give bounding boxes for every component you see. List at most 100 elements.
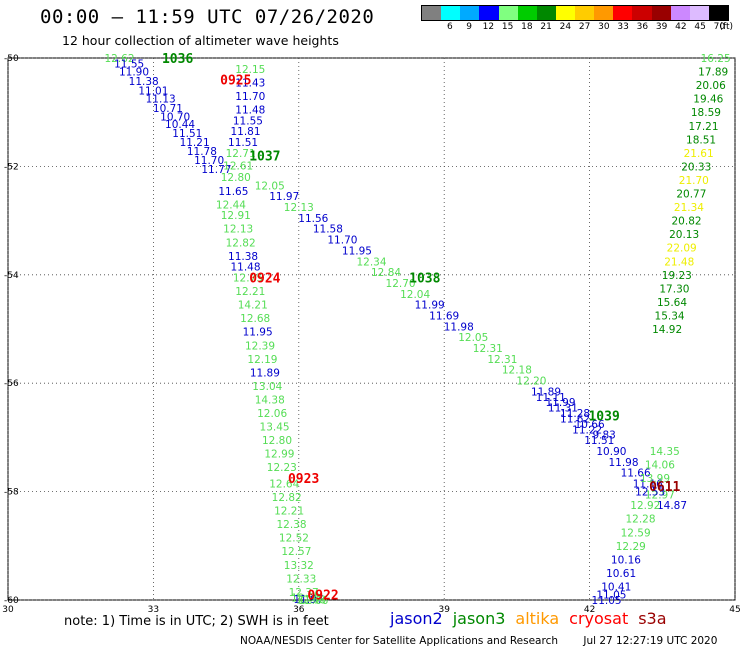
credit-line: NOAA/NESDIS Center for Satellite Applica… bbox=[240, 635, 717, 647]
data-point: 12.99 bbox=[264, 449, 294, 461]
x-tick-label: 33 bbox=[148, 605, 159, 615]
data-point: 11.05 bbox=[592, 595, 622, 607]
data-point: 10.41 bbox=[601, 581, 631, 593]
data-point: 12.29 bbox=[616, 541, 646, 553]
data-point: 12.80 bbox=[262, 435, 292, 447]
page-title: 00:00 – 11:59 UTC 07/26/2020 bbox=[40, 6, 375, 28]
data-point: 11.51 bbox=[228, 137, 258, 149]
data-point: 11.48 bbox=[230, 262, 260, 274]
x-tick-label: 36 bbox=[293, 605, 305, 615]
data-point: 12.92 bbox=[630, 500, 660, 512]
data-point: 14.87 bbox=[657, 500, 687, 512]
data-point: 11.98 bbox=[444, 321, 474, 333]
data-point: 12.53 bbox=[635, 487, 665, 499]
data-point: 14.35 bbox=[650, 446, 680, 458]
data-point: 14.92 bbox=[652, 324, 682, 336]
data-point: 12.39 bbox=[245, 340, 275, 352]
data-point: 11.38 bbox=[129, 76, 159, 88]
data-point: 12.23 bbox=[267, 462, 297, 474]
x-tick-label: 42 bbox=[584, 605, 595, 615]
satellite-jason3: jason3 bbox=[452, 609, 506, 628]
legend-swatch bbox=[689, 6, 709, 20]
data-point: 11.55 bbox=[114, 58, 144, 70]
data-point: 10.61 bbox=[606, 568, 636, 580]
data-point: 11.95 bbox=[243, 327, 273, 339]
data-point: 10.70 bbox=[160, 112, 190, 124]
data-point: 21.61 bbox=[684, 148, 714, 160]
data-point: 11.70 bbox=[194, 155, 224, 167]
data-point: 12.04 bbox=[400, 289, 430, 301]
data-point: 18.51 bbox=[686, 134, 716, 146]
data-point: 17.21 bbox=[688, 121, 718, 133]
legend-label: 18 bbox=[521, 22, 533, 32]
color-legend bbox=[421, 5, 729, 21]
data-point: 15.34 bbox=[655, 310, 685, 322]
track-label: 1036 bbox=[162, 52, 193, 67]
chart-subtitle: 12 hour collection of altimeter wave hei… bbox=[62, 33, 339, 48]
legend-swatch bbox=[613, 6, 633, 20]
data-point: 11.38 bbox=[228, 251, 258, 263]
data-point: 11.98 bbox=[608, 457, 638, 469]
legend-label: 39 bbox=[655, 22, 668, 32]
track-label: 0923 bbox=[288, 472, 319, 487]
data-point: 12.75 bbox=[233, 273, 263, 285]
data-point: 13.99 bbox=[640, 473, 670, 485]
data-point: 11.89 bbox=[531, 386, 561, 398]
data-point: 11.95 bbox=[342, 245, 372, 257]
y-tick-label: -60 bbox=[4, 596, 19, 606]
plot-frame bbox=[7, 57, 736, 601]
legend-label: 9 bbox=[466, 22, 472, 32]
legend-swatch bbox=[460, 6, 480, 20]
data-point: 12.62 bbox=[104, 53, 134, 65]
track-label: 0922 bbox=[307, 589, 338, 604]
data-point: 11.13 bbox=[146, 94, 176, 106]
data-point: 19.46 bbox=[693, 94, 723, 106]
track-label: 1038 bbox=[409, 272, 440, 287]
track-label: 0611 bbox=[649, 480, 680, 495]
data-point: 21.34 bbox=[674, 202, 704, 214]
data-point: 10.90 bbox=[596, 446, 626, 458]
legend-label: 30 bbox=[598, 22, 610, 32]
data-point: 12.05 bbox=[458, 332, 488, 344]
data-point: 12.13 bbox=[223, 224, 253, 236]
data-point: 20.33 bbox=[681, 161, 711, 173]
footer-note: note: 1) Time is in UTC; 2) SWH is in fe… bbox=[64, 614, 329, 629]
data-point: 17.89 bbox=[698, 67, 728, 79]
data-point: 11.70 bbox=[327, 235, 357, 247]
legend-swatch bbox=[708, 6, 728, 20]
data-point: 11.69 bbox=[429, 310, 459, 322]
data-point: 13.45 bbox=[260, 422, 290, 434]
data-point: 12.31 bbox=[473, 343, 503, 355]
data-point: 11.78 bbox=[187, 146, 217, 158]
data-point: 11.21 bbox=[180, 137, 210, 149]
legend-swatch bbox=[536, 6, 556, 20]
data-point: 12.15 bbox=[235, 64, 265, 76]
data-point: 20.13 bbox=[669, 229, 699, 241]
data-point: 11.01 bbox=[138, 86, 168, 98]
legend-swatch bbox=[670, 6, 690, 20]
data-point: 12.66 bbox=[296, 594, 326, 606]
legend-label: 24 bbox=[559, 22, 572, 32]
data-point: 12.82 bbox=[272, 492, 302, 504]
data-point: 12.05 bbox=[255, 180, 285, 192]
data-point: 12.38 bbox=[276, 519, 306, 531]
y-tick-label: -50 bbox=[4, 54, 19, 64]
legend-label: 12 bbox=[482, 22, 495, 32]
data-point: 12.06 bbox=[257, 408, 287, 420]
data-point: 11.97 bbox=[269, 191, 299, 203]
data-point: 12.52 bbox=[279, 533, 309, 545]
data-point: 11.70 bbox=[235, 91, 265, 103]
data-point: 11.97 bbox=[293, 594, 323, 606]
legend-swatch bbox=[594, 6, 614, 20]
data-point: 12.71 bbox=[226, 148, 256, 160]
legend-label: 70 bbox=[713, 22, 726, 32]
y-tick-label: -54 bbox=[4, 271, 19, 281]
data-point: 13.04 bbox=[252, 381, 282, 393]
legend-label: 42 bbox=[675, 22, 687, 32]
legend-labels: 6 9 12 15 18 21 24 27 30 33 36 39 42 45 70 (ft) bbox=[421, 22, 733, 34]
data-point: 12.13 bbox=[284, 202, 314, 214]
x-tick-label: 30 bbox=[2, 605, 14, 615]
data-point: 19.23 bbox=[662, 270, 692, 282]
data-point: 12.84 bbox=[371, 267, 401, 279]
data-point: 14.21 bbox=[238, 300, 268, 312]
